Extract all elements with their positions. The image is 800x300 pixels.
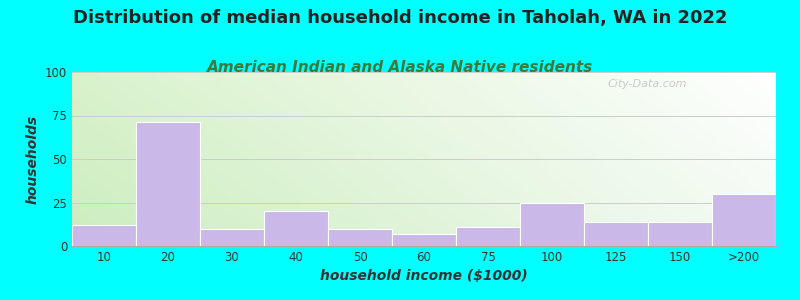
Text: Distribution of median household income in Taholah, WA in 2022: Distribution of median household income … — [73, 9, 727, 27]
Bar — [72, 225, 136, 246]
Text: City-Data.com: City-Data.com — [607, 79, 686, 89]
Bar — [392, 234, 456, 246]
Bar — [136, 122, 200, 246]
Bar — [200, 229, 264, 246]
Bar — [456, 227, 520, 246]
Y-axis label: households: households — [26, 114, 39, 204]
Bar — [520, 202, 584, 246]
Bar — [712, 194, 776, 246]
Bar — [648, 222, 712, 246]
Bar — [264, 211, 328, 246]
Text: American Indian and Alaska Native residents: American Indian and Alaska Native reside… — [207, 60, 593, 75]
Bar — [328, 229, 392, 246]
Bar — [584, 222, 648, 246]
X-axis label: household income ($1000): household income ($1000) — [320, 269, 528, 284]
